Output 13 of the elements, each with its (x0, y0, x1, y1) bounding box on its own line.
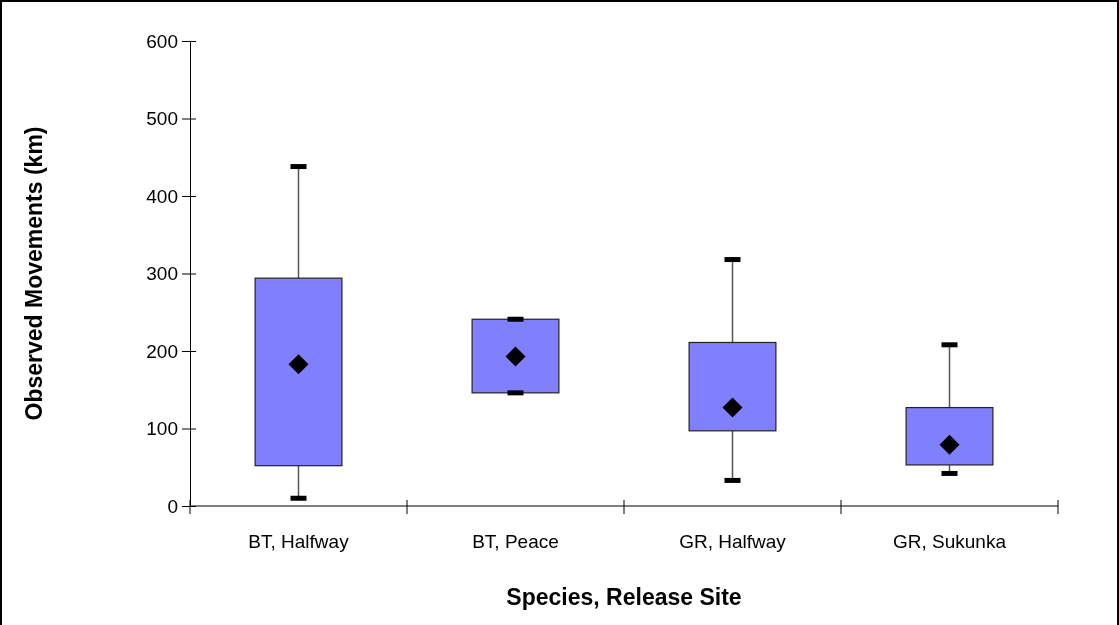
x-axis-title: Species, Release Site (506, 584, 742, 610)
x-tick-label: GR, Halfway (679, 531, 787, 552)
y-tick-label: 400 (146, 185, 178, 207)
y-tick-label: 0 (167, 495, 178, 517)
y-tick-label: 500 (146, 108, 178, 130)
x-tick-label: BT, Peace (472, 531, 559, 552)
y-axis-title: Observed Movements (km) (21, 126, 47, 421)
y-tick-label: 600 (146, 30, 178, 52)
x-tick-label: BT, Halfway (248, 531, 350, 552)
y-tick-label: 100 (146, 418, 178, 440)
y-tick-label: 300 (146, 263, 178, 285)
y-tick-label: 200 (146, 340, 178, 362)
x-tick-label: GR, Sukunka (893, 531, 1007, 552)
